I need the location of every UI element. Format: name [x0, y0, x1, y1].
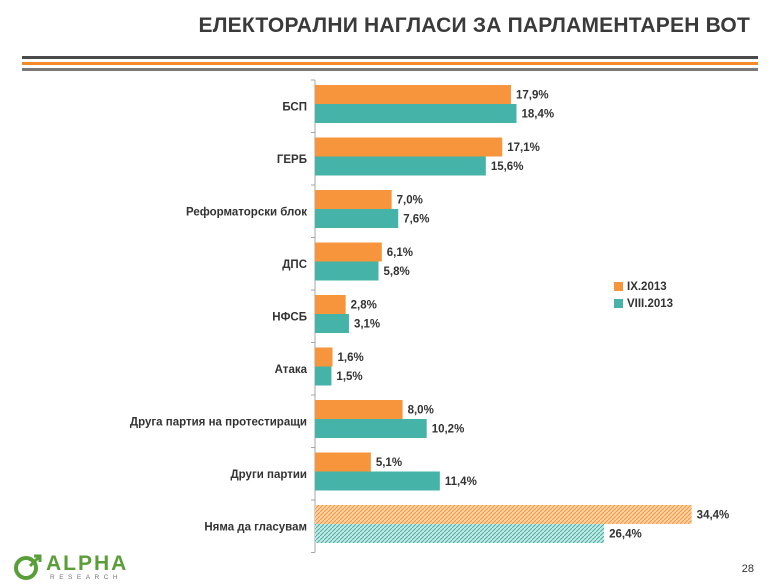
- data-label-series1: 17,9%: [516, 90, 549, 102]
- chart-legend: IX.2013 VIII.2013: [614, 278, 673, 312]
- bar-series1: [315, 85, 512, 104]
- bar-series2: [315, 314, 349, 333]
- data-label-series2: 5,8%: [384, 266, 410, 278]
- bar-series1: [315, 137, 503, 157]
- data-label-series2: 10,2%: [432, 424, 465, 436]
- alpha-research-logo: ALPHA RESEARCH: [12, 552, 142, 582]
- data-label-series1: 7,0%: [397, 195, 423, 207]
- legend-swatch-series2: [614, 299, 623, 308]
- legend-swatch-series1: [614, 282, 623, 291]
- logo-sub: RESEARCH: [50, 574, 123, 581]
- bar-series2: [315, 366, 332, 386]
- header-rule-orange: [22, 62, 758, 65]
- bar-series1: [315, 190, 392, 209]
- bar-series1: [315, 400, 403, 419]
- category-label: ГЕРБ: [277, 154, 307, 166]
- category-label: НФСБ: [272, 311, 307, 323]
- bar-series2: [315, 209, 399, 228]
- bar-series1: [315, 347, 333, 367]
- bar-series1: [315, 242, 382, 262]
- legend-label-series2: VIII.2013: [627, 297, 674, 310]
- data-label-series1: 1,6%: [338, 352, 364, 364]
- bar-series2: [315, 104, 517, 123]
- data-label-series1: 5,1%: [376, 457, 402, 469]
- bar-series2: [315, 261, 379, 281]
- category-label: Друга партия на протестиращи: [130, 416, 307, 428]
- bar-series2: [315, 156, 486, 176]
- logo-mark-icon: [14, 554, 42, 580]
- data-label-series1: 34,4%: [697, 510, 730, 522]
- category-label: ДПС: [282, 259, 307, 271]
- data-label-series2: 11,4%: [445, 476, 477, 488]
- data-label-series2: 7,6%: [403, 214, 429, 226]
- bar-series2: [315, 471, 440, 491]
- data-label-series2: 3,1%: [354, 319, 380, 331]
- page-number: 28: [741, 563, 754, 575]
- bar-series2: [315, 419, 427, 438]
- data-label-series2: 18,4%: [521, 109, 554, 121]
- legend-item-series1: IX.2013: [614, 278, 673, 295]
- category-label: Реформаторски блок: [186, 206, 307, 218]
- category-label: Няма да гласувам: [204, 521, 307, 533]
- category-label: Атака: [275, 364, 308, 376]
- data-label-series2: 15,6%: [491, 161, 524, 173]
- legend-item-series2: VIII.2013: [614, 295, 673, 312]
- header-rule-gray: [22, 68, 758, 71]
- data-label-series1: 17,1%: [507, 142, 540, 154]
- data-label-series1: 8,0%: [408, 405, 434, 417]
- data-label-series2: 26,4%: [609, 529, 642, 541]
- data-label-series2: 1,5%: [336, 371, 362, 383]
- bar-series1: [315, 452, 371, 472]
- bar-series1: [315, 295, 346, 314]
- legend-label-series1: IX.2013: [627, 280, 667, 293]
- page-title: ЕЛЕКТОРАЛНИ НАГЛАСИ ЗА ПАРЛАМЕНТАРЕН ВОТ: [198, 14, 750, 37]
- category-label: БСП: [282, 101, 307, 113]
- header-rule-dark: [22, 56, 758, 59]
- logo-word: ALPHA: [46, 552, 129, 575]
- bar-series2: [315, 524, 605, 543]
- category-label: Други партии: [230, 469, 307, 481]
- data-label-series1: 2,8%: [351, 300, 377, 312]
- bar-series1: [315, 505, 692, 524]
- data-label-series1: 6,1%: [387, 247, 413, 259]
